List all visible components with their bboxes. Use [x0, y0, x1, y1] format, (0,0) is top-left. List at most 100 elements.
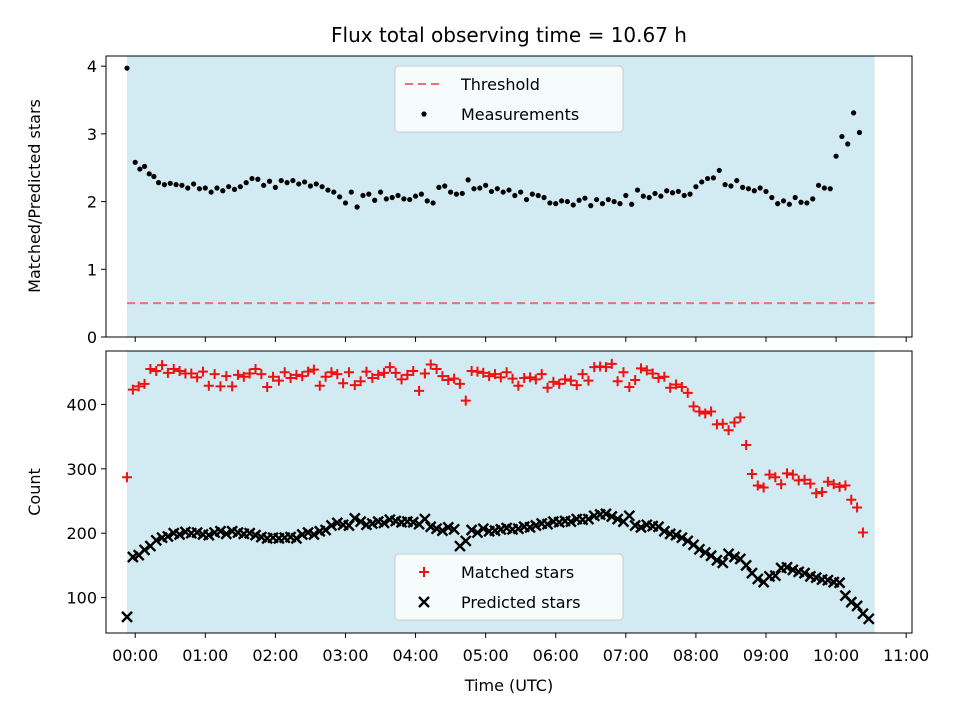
measurement-point — [477, 185, 483, 191]
measurement-point — [348, 189, 354, 195]
measurement-point — [506, 187, 512, 193]
predicted-stars-point — [605, 510, 618, 523]
legend-measurement-swatch — [421, 111, 427, 117]
matched-stars-point — [203, 380, 214, 391]
y-tick-label: 100 — [66, 589, 97, 608]
measurement-point — [191, 181, 197, 187]
matched-stars-point — [186, 368, 197, 379]
measurement-point — [465, 177, 471, 183]
matched-stars-point — [758, 482, 769, 493]
measurement-point — [161, 182, 168, 188]
measurement-point — [167, 180, 173, 186]
matched-stars-point — [221, 371, 232, 382]
matched-stars-point — [840, 480, 851, 491]
matched-stars-point — [396, 374, 407, 385]
matched-stars-point — [133, 381, 144, 392]
measurement-point — [518, 189, 524, 195]
measurement-point — [354, 204, 360, 210]
x-tick-label: 08:00 — [673, 646, 719, 665]
matched-stars-point — [857, 527, 868, 538]
matched-stars-point — [419, 368, 430, 379]
matched-stars-point — [822, 476, 833, 487]
measurement-point — [564, 198, 571, 205]
measurement-point — [786, 201, 792, 207]
measurement-point — [261, 182, 267, 188]
measurement-point — [710, 175, 717, 181]
measurement-point — [757, 185, 763, 191]
matched-stars-point — [671, 379, 682, 390]
measurement-point — [798, 199, 804, 205]
matched-stars-point — [454, 378, 465, 389]
measurement-point — [272, 184, 278, 190]
matched-stars-point — [460, 395, 471, 406]
bottom-y-axis-label: Count — [25, 468, 44, 516]
measurement-point — [512, 192, 518, 199]
measurement-point — [226, 184, 232, 190]
measurement-point — [769, 194, 775, 201]
matched-stars-point — [332, 369, 343, 380]
x-axis-label: Time (UTC) — [464, 676, 553, 695]
measurement-point — [208, 189, 214, 195]
measurement-point — [734, 177, 740, 184]
measurement-point — [570, 202, 576, 208]
measurement-point — [231, 186, 238, 192]
measurement-point — [541, 194, 547, 201]
x-tick-label: 10:00 — [813, 646, 859, 665]
measurement-point — [751, 188, 757, 194]
measurement-point — [658, 193, 664, 199]
measurement-point — [576, 197, 582, 203]
matched-stars-point — [227, 381, 238, 392]
legend-matched-swatch — [419, 567, 429, 577]
y-tick-label: 1 — [87, 260, 97, 279]
matched-stars-point — [554, 378, 565, 389]
matched-stars-point — [782, 468, 793, 479]
matched-stars-point — [717, 418, 728, 429]
matched-stars-point — [384, 362, 395, 373]
matched-stars-point — [799, 474, 810, 485]
measurement-point — [430, 200, 436, 206]
measurement-point — [243, 180, 249, 186]
measurement-point — [740, 184, 746, 190]
measurement-point — [488, 188, 495, 195]
y-tick-label: 0 — [87, 328, 97, 347]
matched-stars-point — [811, 488, 822, 499]
legend-label: Measurements — [461, 105, 579, 124]
matched-stars-point — [542, 382, 553, 393]
measurement-point — [155, 180, 162, 186]
x-tick-label: 03:00 — [322, 646, 368, 665]
predicted-stars-point — [611, 513, 624, 525]
predicted-stars-point — [711, 554, 723, 567]
predicted-stars-point — [378, 517, 390, 529]
matched-stars-point — [139, 378, 150, 389]
axes-frame — [105, 55, 913, 338]
y-tick-label: 2 — [87, 193, 97, 212]
measurement-point — [360, 192, 366, 199]
measurement-point — [196, 186, 203, 192]
matched-stars-point — [536, 369, 547, 380]
measurement-point — [237, 184, 243, 190]
matched-stars-point — [303, 366, 314, 377]
matched-stars-point — [665, 382, 676, 393]
measurement-point — [301, 179, 308, 185]
matched-stars-point — [770, 472, 781, 483]
measurement-point — [342, 200, 349, 206]
matched-stars-point — [174, 365, 185, 376]
x-tick-label: 00:00 — [112, 646, 158, 665]
matched-stars-point — [425, 359, 436, 370]
predicted-stars-point — [354, 515, 367, 528]
matched-stars-point — [256, 369, 267, 380]
measurement-point — [675, 188, 681, 195]
predicted-stars-point — [325, 519, 338, 532]
measurement-point — [745, 186, 752, 192]
matched-stars-point — [145, 364, 156, 375]
predicted-stars-point — [716, 556, 729, 569]
measurement-point — [623, 192, 629, 199]
measurement-point — [395, 192, 401, 199]
predicted-stars-point — [623, 509, 636, 522]
top-panel: 0 1 2 3 4 Threshold Measurements — [87, 55, 913, 347]
predicted-stars-point — [436, 524, 449, 537]
matched-stars-point — [373, 369, 384, 380]
bottom-panel: 100 200 300 400 00:00 01:00 02:00 03:00 04:00 05:… — [66, 350, 929, 665]
measurement-point — [372, 197, 378, 203]
matched-stars-point — [209, 369, 220, 380]
